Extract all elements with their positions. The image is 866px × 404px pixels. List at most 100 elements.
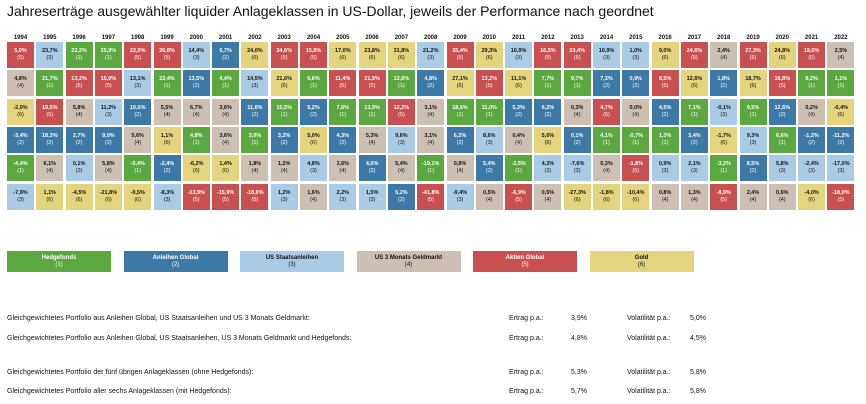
asset-class-number: (6) — [456, 83, 464, 90]
return-cell: 1,0% (3) — [622, 42, 650, 68]
return-cell: -0,5% (6) — [124, 183, 152, 210]
return-value: 24,8% — [774, 48, 791, 54]
return-value: -0,4% — [833, 104, 849, 111]
return-cell: 16,9% (3) — [505, 42, 533, 68]
return-cell: 4,8% (4) — [7, 70, 34, 97]
return-cell: 31,8% (6) — [387, 42, 415, 68]
asset-class-number: (3) — [339, 196, 347, 203]
return-value: 4,5% — [658, 104, 672, 111]
return-value: 4,7% — [600, 104, 613, 111]
return-value: 5,6% — [131, 132, 144, 139]
asset-class-number: (2) — [105, 139, 112, 146]
return-value: -10,4% — [627, 189, 645, 196]
asset-class-number: (3) — [778, 168, 786, 175]
asset-class-number: (3) — [603, 55, 610, 61]
return-cell: 0,6% (4) — [768, 183, 796, 210]
asset-class-number: (6) — [749, 83, 757, 90]
asset-class-number: (5) — [105, 83, 112, 90]
return-cell: 13,1% (3) — [124, 70, 152, 97]
year-label: 2001 — [218, 35, 233, 41]
return-cell: 12,6% (2) — [768, 98, 796, 125]
asset-class-number: (2) — [75, 139, 83, 146]
return-cell: 11,0% (1) — [475, 98, 503, 125]
return-cell: 13,2% (5) — [475, 70, 503, 97]
asset-class-number: (4) — [485, 196, 493, 203]
return-value: 19,5% — [41, 104, 58, 111]
return-value: 18,6% — [452, 104, 468, 111]
year-label: 2012 — [541, 35, 555, 41]
asset-class-number: (2) — [603, 83, 610, 90]
return-cell: 14,4% (3) — [182, 42, 210, 68]
return-cell: -2,0% (6) — [7, 98, 34, 125]
asset-class-number: (3) — [163, 196, 171, 203]
asset-class-number: (4) — [134, 139, 142, 146]
return-cell: 29,3% (6) — [475, 42, 503, 68]
return-cell: 27,3% (5) — [739, 42, 767, 68]
asset-class-number: (6) — [485, 55, 493, 61]
portfolio-label: Gleichgewichtetes Portfolio aus Anleihen… — [7, 335, 352, 342]
volatility-value: 5,0% — [690, 315, 706, 322]
asset-class-number: (2) — [163, 168, 171, 175]
asset-class-number: (3) — [134, 83, 142, 90]
return-cell: 0,1% (3) — [65, 155, 93, 182]
asset-class-number: (2) — [720, 83, 728, 90]
asset-class-number: (4) — [427, 139, 435, 146]
asset-class-number: (3) — [280, 196, 288, 203]
asset-class-number: (5) — [720, 196, 728, 203]
return-value: -17,0% — [832, 161, 850, 168]
asset-class-number: (4) — [837, 55, 845, 61]
return-cell: 7,6% (1) — [329, 98, 357, 125]
return-cell: 4,3% (3) — [534, 155, 562, 182]
asset-class-number: (4) — [222, 111, 229, 118]
return-cell: 3,1% (4) — [417, 98, 445, 125]
asset-class-number: (6) — [280, 83, 288, 90]
legend-item: Anleihen Global (2) — [123, 251, 228, 272]
return-value: 0,9% — [629, 76, 643, 83]
return-cell: 4,3% (2) — [329, 126, 357, 153]
return-value: 3,6% — [219, 132, 232, 139]
asset-class-number: (3) — [251, 83, 259, 90]
return-value: 6,6% — [776, 132, 789, 139]
asset-class-number: (6) — [75, 196, 83, 203]
asset-class-number: (3) — [46, 55, 54, 61]
return-value: 15,0% — [100, 76, 117, 83]
return-cell: 10,9% (3) — [593, 42, 620, 68]
return-cell: 12,6% (6) — [680, 70, 708, 97]
asset-class-number: (6) — [808, 196, 815, 203]
return-value: 22,0% — [129, 48, 146, 54]
asset-class-number: (2) — [749, 168, 757, 175]
asset-class-number: (4) — [368, 139, 376, 146]
return-cell: 1,2% (3) — [270, 183, 298, 210]
return-value: 6,7% — [190, 104, 203, 111]
asset-class-number: (4) — [46, 168, 54, 175]
asset-class-number: (1) — [544, 83, 552, 90]
return-value: 5,4% — [395, 161, 408, 168]
return-value: -4,4% — [13, 161, 28, 168]
return-cell: 3,1% (4) — [417, 126, 445, 153]
return-value: 24,0% — [247, 48, 263, 54]
return-cell: -10,4% (6) — [622, 183, 650, 210]
return-cell: -21,8% (6) — [94, 183, 122, 210]
asset-class-number: (1) — [310, 83, 317, 90]
return-cell: 13,5% (2) — [182, 70, 210, 97]
return-value: 10,9% — [598, 48, 615, 54]
return-cell: 19,0% (5) — [798, 42, 826, 68]
legend-label: Aktien Global — [505, 254, 545, 261]
asset-class-number: (4) — [17, 83, 24, 90]
asset-class-number: (3) — [485, 139, 493, 146]
return-cell: -8,9% (5) — [710, 183, 738, 210]
asset-class-number: (4) — [398, 168, 405, 175]
return-value: 23,4% — [569, 48, 585, 54]
return-cell: 34,6% (5) — [270, 42, 298, 68]
volatility-value: 5,8% — [690, 388, 706, 395]
return-value: 2,5% — [834, 48, 848, 54]
return-cell: 5,2% (2) — [387, 183, 415, 210]
return-cell: 0,1% (2) — [563, 126, 591, 153]
return-cell: 11,4% (5) — [329, 70, 357, 97]
return-value: 1,1% — [43, 189, 57, 196]
asset-class-number: (6) — [661, 55, 669, 61]
ertrag-label: Ertrag p.a.: — [509, 315, 544, 322]
asset-class-number: (6) — [134, 196, 142, 203]
asset-class-number: (2) — [691, 139, 698, 146]
return-value: 23,7% — [41, 48, 58, 54]
